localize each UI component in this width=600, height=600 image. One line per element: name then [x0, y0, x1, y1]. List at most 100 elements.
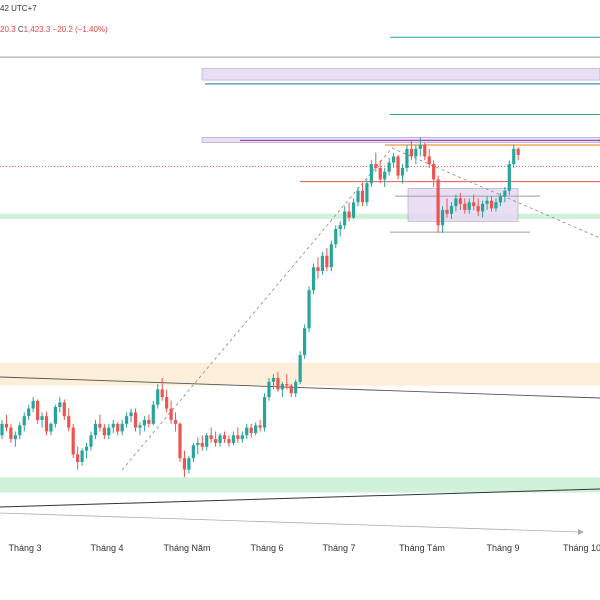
candle-75	[334, 229, 338, 245]
candle-36	[160, 389, 164, 398]
candle-34	[151, 404, 155, 424]
candle-2	[9, 427, 13, 440]
candle-0	[0, 423, 4, 436]
candle-8	[36, 400, 40, 420]
candle-95	[423, 145, 427, 157]
candle-1	[4, 423, 9, 428]
candle-56	[249, 427, 253, 433]
candle-111	[494, 202, 498, 209]
candle-50	[222, 435, 227, 440]
x-tick-label: Tháng 4	[90, 543, 123, 553]
candle-14	[62, 402, 66, 417]
candle-7	[31, 400, 35, 409]
candle-86	[383, 171, 387, 180]
projection-line	[0, 512, 581, 533]
candle-30	[133, 412, 138, 428]
candle-93	[414, 148, 418, 157]
candle-66	[294, 381, 298, 394]
zone-0	[201, 68, 600, 81]
candle-61	[271, 377, 276, 382]
candle-109	[485, 200, 489, 204]
projection-arrow	[578, 529, 584, 535]
candle-63	[280, 384, 284, 390]
candle-49	[218, 435, 222, 443]
candle-37	[165, 397, 169, 409]
candle-18	[80, 450, 84, 462]
candle-28	[125, 416, 129, 424]
candle-21	[93, 423, 98, 436]
candle-62	[276, 377, 280, 390]
candle-97	[432, 164, 436, 180]
candle-74	[329, 244, 333, 268]
candle-6	[27, 408, 31, 417]
candle-79	[351, 202, 356, 218]
candle-115	[512, 148, 516, 165]
x-tick-label: Tháng 10	[563, 543, 600, 553]
close-value: 1,423.3	[23, 25, 51, 34]
candle-90	[400, 167, 405, 176]
candle-69	[307, 290, 311, 329]
candle-59	[262, 397, 267, 428]
x-tick-label: Tháng 7	[322, 543, 355, 553]
channel-lower	[0, 488, 600, 508]
candle-3	[13, 435, 17, 440]
candle-84	[374, 164, 378, 168]
candle-45	[200, 442, 204, 447]
utc-label: 42 UTC+7	[0, 4, 37, 13]
candle-83	[369, 164, 373, 184]
candle-78	[347, 211, 351, 218]
candle-54	[240, 435, 244, 440]
candle-77	[343, 211, 347, 226]
candle-91	[405, 148, 409, 168]
candle-15	[67, 416, 71, 428]
candle-105	[467, 202, 471, 210]
candle-12	[53, 407, 57, 424]
candle-9	[40, 416, 44, 420]
candle-101	[449, 206, 454, 214]
candle-51	[227, 439, 231, 443]
candle-114	[507, 164, 511, 191]
candle-57	[254, 425, 258, 433]
zone-5	[407, 188, 519, 222]
candle-70	[311, 267, 316, 291]
candle-106	[472, 202, 476, 207]
close-label: C	[17, 25, 24, 34]
candle-43	[191, 445, 195, 459]
candle-25	[111, 423, 115, 428]
candle-53	[236, 435, 240, 440]
candle-20	[89, 435, 93, 447]
candle-29	[129, 412, 133, 417]
candle-71	[316, 267, 320, 272]
candle-10	[44, 416, 49, 432]
trendline-down	[391, 147, 600, 239]
ohlc-readout: 20.3 C1,423.3 −20.2 (−1.40%)	[0, 24, 108, 36]
candle-22	[98, 423, 102, 428]
change-value: −20.2 (−1.40%)	[52, 25, 108, 34]
candle-40	[178, 423, 182, 459]
candle-68	[303, 328, 307, 356]
candle-82	[365, 183, 369, 203]
candle-100	[445, 209, 449, 214]
candle-31	[138, 425, 142, 428]
channel-upper	[0, 376, 600, 399]
candle-108	[481, 203, 485, 212]
candle-107	[476, 206, 480, 212]
candle-16	[71, 427, 75, 455]
candle-42	[187, 458, 191, 470]
candle-94	[418, 145, 422, 149]
candle-80	[356, 190, 360, 203]
candle-81	[360, 190, 365, 203]
candle-112	[498, 196, 502, 203]
candle-38	[169, 408, 173, 420]
candle-52	[231, 435, 235, 443]
candle-26	[116, 423, 120, 432]
candle-11	[49, 423, 53, 432]
candle-55	[245, 427, 249, 436]
candle-4	[18, 425, 22, 436]
x-tick-label: Tháng Tám	[399, 543, 445, 553]
candle-32	[142, 419, 146, 426]
candle-73	[325, 255, 329, 268]
candle-23	[102, 427, 106, 436]
candle-58	[258, 425, 262, 428]
